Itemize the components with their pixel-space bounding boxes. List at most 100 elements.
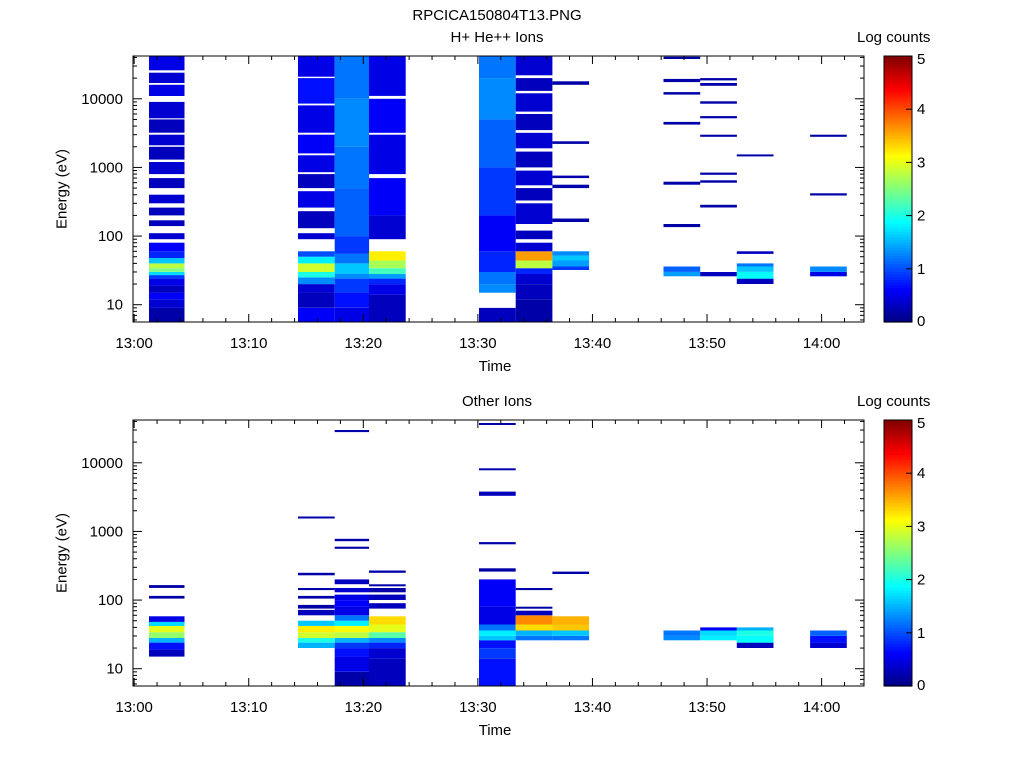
heatmap-cell bbox=[515, 636, 553, 641]
colorbar-segment bbox=[884, 680, 912, 684]
heatmap-cell bbox=[700, 630, 737, 636]
colorbar-tick-label: 5 bbox=[917, 51, 925, 68]
colorbar-segment bbox=[884, 170, 912, 174]
colorbar-segment bbox=[884, 590, 912, 594]
heatmap-cell bbox=[552, 175, 590, 179]
heatmap-cell bbox=[369, 658, 406, 686]
heatmap-cell bbox=[298, 588, 335, 591]
colorbar-segment bbox=[884, 534, 912, 538]
colorbar-segment bbox=[884, 122, 912, 126]
colorbar-segment bbox=[884, 640, 912, 645]
heatmap-cell bbox=[149, 207, 185, 216]
colorbar-segment bbox=[884, 183, 912, 187]
colorbar-segment bbox=[884, 82, 912, 86]
colorbar-segment bbox=[884, 433, 912, 437]
colorbar-segment bbox=[884, 255, 912, 259]
colorbar-segment bbox=[884, 497, 912, 501]
heatmap-cell bbox=[298, 251, 335, 257]
colorbar-segment bbox=[884, 627, 912, 631]
colorbar-segment bbox=[884, 659, 912, 663]
colorbar-segment bbox=[884, 518, 912, 522]
heatmap-cell bbox=[369, 632, 406, 638]
heatmap-cell bbox=[369, 594, 406, 600]
colorbar-segment bbox=[884, 95, 912, 100]
heatmap-cell bbox=[479, 78, 516, 120]
colorbar-segment bbox=[884, 56, 912, 60]
heatmap-cell bbox=[700, 83, 737, 86]
colorbar-segment bbox=[884, 473, 912, 477]
heatmap-cell bbox=[334, 638, 370, 643]
heatmap-cell bbox=[149, 275, 185, 279]
colorbar-segment bbox=[884, 146, 912, 150]
colorbar-segment bbox=[884, 303, 912, 307]
heatmap-cell bbox=[515, 188, 553, 201]
heatmap-cell bbox=[298, 572, 335, 576]
y-tick-label: 1000 bbox=[90, 523, 123, 540]
heatmap-cell bbox=[515, 230, 553, 240]
y-tick-label: 10000 bbox=[81, 91, 123, 108]
heatmap-cell bbox=[334, 236, 370, 254]
heatmap-cell bbox=[700, 78, 737, 81]
colorbar-segment bbox=[884, 263, 912, 267]
colorbar-segment bbox=[884, 244, 912, 249]
heatmap-cell bbox=[663, 224, 701, 228]
colorbar-segment bbox=[884, 481, 912, 485]
colorbar-segment bbox=[884, 483, 912, 488]
colorbar-tick-label: 4 bbox=[917, 101, 925, 118]
plot-frame bbox=[132, 419, 865, 687]
heatmap-cell bbox=[334, 278, 370, 293]
colorbar-segment bbox=[884, 635, 912, 639]
colorbar-segment bbox=[884, 258, 912, 262]
colorbar-segment bbox=[884, 592, 912, 597]
colorbar-segment bbox=[884, 316, 912, 320]
colorbar-segment bbox=[884, 622, 912, 626]
colorbar-segment bbox=[884, 58, 912, 62]
colorbar-segment bbox=[884, 87, 912, 92]
heatmap-cell bbox=[369, 98, 406, 133]
colorbar-segment bbox=[884, 619, 912, 623]
colorbar-segment bbox=[884, 462, 912, 466]
colorbar-segment bbox=[884, 566, 912, 570]
heatmap-cell bbox=[298, 105, 335, 133]
colorbar-segment bbox=[884, 420, 912, 424]
colorbar-segment bbox=[884, 646, 912, 650]
colorbar-segment bbox=[884, 443, 912, 448]
heatmap-cell bbox=[149, 233, 185, 240]
colorbar-segment bbox=[884, 274, 912, 278]
colorbar-segment bbox=[884, 98, 912, 102]
colorbar-segment bbox=[884, 149, 912, 153]
colorbar-tick-label: 4 bbox=[917, 465, 925, 482]
heatmap-cell bbox=[369, 624, 406, 633]
colorbar-segment bbox=[884, 178, 912, 182]
heatmap-cell bbox=[334, 274, 370, 279]
heatmap-cell bbox=[298, 284, 335, 293]
colorbar-tick-label: 3 bbox=[917, 154, 925, 171]
colorbar-tick-label: 2 bbox=[917, 208, 925, 225]
heatmap-cell bbox=[334, 615, 370, 621]
heatmap-cell bbox=[479, 648, 516, 659]
heatmap-cell bbox=[736, 263, 774, 267]
heatmap-cell bbox=[515, 615, 553, 625]
colorbar-segment bbox=[884, 117, 912, 121]
heatmap-cell bbox=[736, 278, 774, 284]
heatmap-cell bbox=[663, 636, 701, 641]
colorbar-segment bbox=[884, 133, 912, 137]
heatmap-cell bbox=[479, 606, 516, 625]
heatmap-cell bbox=[149, 307, 185, 322]
x-tick-label: 14:00 bbox=[803, 699, 841, 716]
panel-2-x-axis-label: Time bbox=[478, 722, 512, 739]
heatmap-cell bbox=[552, 141, 590, 144]
colorbar-segment bbox=[884, 502, 912, 506]
heatmap-cell bbox=[515, 588, 553, 591]
heatmap-cell bbox=[334, 188, 370, 237]
heatmap-cell bbox=[369, 642, 406, 648]
heatmap-cell bbox=[298, 155, 335, 173]
colorbar-segment bbox=[884, 491, 912, 496]
heatmap-cell bbox=[552, 266, 590, 270]
colorbar-segment bbox=[884, 268, 912, 273]
heatmap-cell bbox=[552, 260, 590, 267]
colorbar-segment bbox=[884, 675, 912, 679]
colorbar-segment bbox=[884, 574, 912, 578]
colorbar-segment bbox=[884, 513, 912, 517]
colorbar-segment bbox=[884, 314, 912, 318]
